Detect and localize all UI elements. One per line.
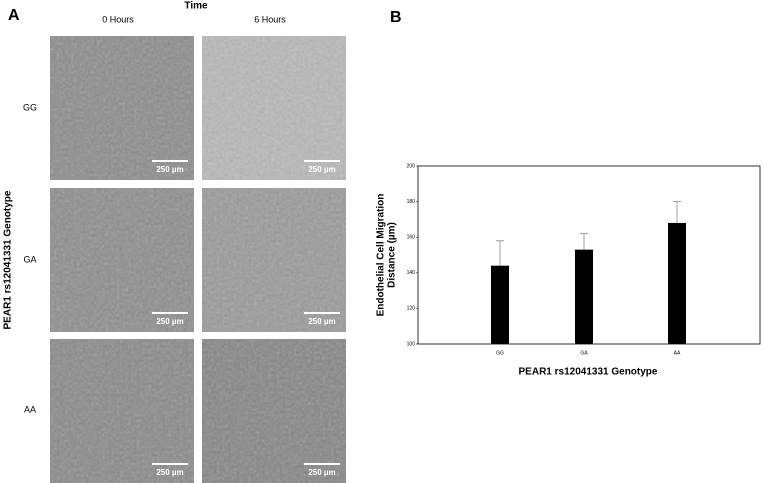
column-header: 0 Hours	[102, 14, 134, 24]
bar	[491, 265, 509, 344]
row-label: AA	[24, 404, 36, 414]
bar	[575, 249, 593, 344]
scale-bar-label: 250 µm	[156, 165, 183, 174]
micrograph-texture	[50, 339, 194, 483]
scale-bar-label: 250 µm	[308, 468, 335, 477]
y-tick-label: 100	[407, 341, 416, 347]
scale-bar-label: 250 µm	[156, 468, 183, 477]
micrograph-texture	[202, 188, 346, 332]
micrograph-texture	[50, 188, 194, 332]
column-header: 6 Hours	[254, 14, 286, 24]
y-tick-label: 160	[407, 235, 416, 241]
micrographs: 250 µm 250 µm 250 µm 250 µm 250 µm 250 µm	[50, 36, 346, 483]
scale-bar-label: 250 µm	[308, 165, 335, 174]
y-axis-label: PEAR1 rs12041331 Genotype	[3, 190, 14, 329]
x-tick-label: GA	[580, 350, 588, 356]
x-tick-label: AA	[674, 350, 681, 356]
bar	[668, 222, 686, 344]
row-label: GA	[23, 254, 36, 264]
panel-label: A	[8, 7, 20, 24]
micrograph-texture	[202, 36, 346, 180]
micrograph-texture	[50, 36, 194, 180]
y-axis-label: Endothelial Cell Migration	[376, 194, 387, 317]
time-label: Time	[184, 1, 208, 12]
panel-label: B	[390, 9, 402, 26]
x-tick-label: GG	[496, 350, 504, 356]
y-tick-label: 180	[407, 199, 416, 205]
y-tick-label: 200	[407, 163, 416, 169]
scale-bar-label: 250 µm	[156, 317, 183, 326]
y-axis-label: Distance (µm)	[387, 222, 398, 288]
y-tick-label: 140	[407, 270, 416, 276]
micrograph-texture	[202, 339, 346, 483]
scale-bar-label: 250 µm	[308, 317, 335, 326]
row-label: GG	[23, 102, 37, 112]
x-axis-label: PEAR1 rs12041331 Genotype	[519, 367, 658, 378]
y-tick-label: 120	[407, 306, 416, 312]
